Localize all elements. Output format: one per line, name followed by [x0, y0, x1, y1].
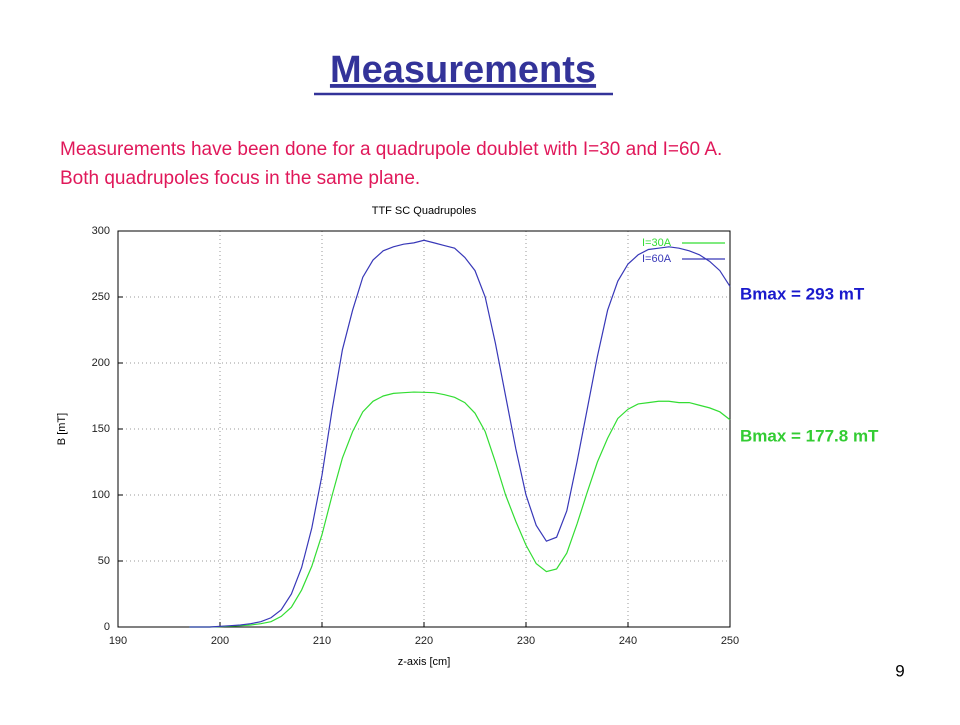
- y-tick-label: 300: [92, 225, 110, 237]
- body-text: Measurements have been done for a quadru…: [60, 139, 722, 160]
- x-tick-label: 210: [313, 635, 331, 647]
- x-axis-label: z-axis [cm]: [398, 656, 451, 668]
- x-tick-label: 250: [721, 635, 739, 647]
- y-tick-label: 150: [92, 423, 110, 435]
- x-tick-label: 200: [211, 635, 229, 647]
- body-text: Both quadrupoles focus in the same plane…: [60, 168, 420, 189]
- x-tick-label: 220: [415, 635, 433, 647]
- data-line: [189, 391, 731, 628]
- slide-title: Measurements: [330, 49, 596, 91]
- chart-title: TTF SC Quadrupoles: [372, 205, 477, 217]
- x-tick-label: 190: [109, 635, 127, 647]
- plot-frame: [117, 230, 731, 628]
- legend-label: I=30A: [642, 237, 672, 249]
- y-tick-label: 200: [92, 357, 110, 369]
- data-line: [189, 239, 731, 628]
- y-tick-label: 100: [92, 489, 110, 501]
- x-tick-label: 230: [517, 635, 535, 647]
- y-tick-label: 250: [92, 291, 110, 303]
- page-number: 9: [895, 661, 904, 680]
- annotation: Bmax = 177.8 mT: [740, 426, 879, 445]
- legend-label: I=60A: [642, 253, 672, 265]
- y-tick-label: 50: [98, 555, 110, 567]
- y-axis-label: B [mT]: [56, 413, 68, 445]
- annotation: Bmax = 293 mT: [740, 284, 865, 303]
- x-tick-label: 240: [619, 635, 637, 647]
- y-tick-label: 0: [104, 621, 110, 633]
